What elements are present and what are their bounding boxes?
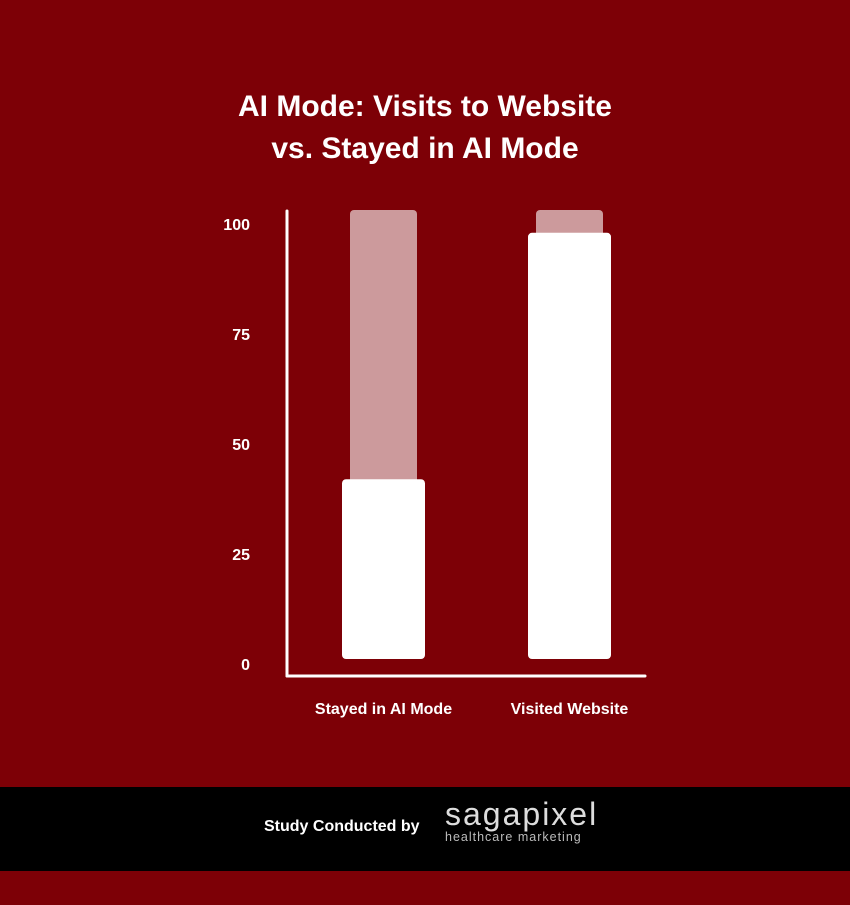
logo-name: sagapixel	[445, 796, 599, 832]
sagapixel-logo: sagapixel healthcare marketing	[445, 796, 598, 844]
x-category-label: Visited Website	[511, 701, 629, 718]
logo-tagline: healthcare marketing	[445, 830, 582, 844]
footer-bar	[0, 787, 850, 871]
chart-title: AI Mode: Visits to Website vs. Stayed in…	[0, 86, 850, 170]
bar	[528, 232, 611, 660]
title-line-2: vs. Stayed in AI Mode	[271, 132, 579, 165]
x-category-label: Stayed in AI Mode	[315, 701, 452, 718]
y-tick-label: 100	[223, 217, 250, 234]
y-tick-label: 75	[232, 327, 250, 344]
bar-chart: 0 25 50 75 100 Stayed in AI Mode Visited Webs…	[223, 209, 647, 718]
bar	[342, 479, 425, 659]
study-credit: Study Conducted by	[264, 818, 420, 835]
y-tick-label: 50	[232, 437, 250, 454]
title-line-1: AI Mode: Visits to Website	[238, 90, 612, 123]
y-tick-label: 25	[232, 547, 250, 564]
y-tick-label: 0	[241, 657, 250, 674]
